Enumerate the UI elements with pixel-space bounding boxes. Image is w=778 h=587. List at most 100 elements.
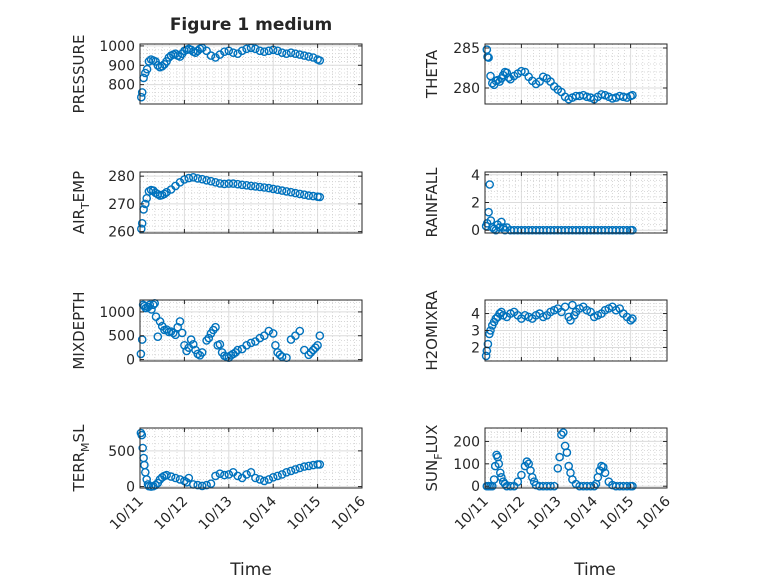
y-tick-label: 0 <box>126 353 135 369</box>
data-point <box>246 467 256 477</box>
data-point <box>481 351 491 361</box>
x-tick-label: 10/11 <box>107 494 147 534</box>
y-tick-label: 500 <box>108 329 135 345</box>
data-point <box>175 317 185 326</box>
data-point <box>233 471 242 481</box>
panel-sun-flux: 0 100 200 SUNFLUX 10/1110/1210/1310/1410/151… <box>423 425 674 534</box>
data-point <box>264 46 274 56</box>
data-point <box>188 172 198 182</box>
data-point <box>304 52 314 61</box>
data-point <box>251 473 260 483</box>
data-point <box>153 332 163 342</box>
data-point <box>246 338 256 348</box>
data-point <box>304 350 314 360</box>
data-point <box>264 183 274 193</box>
data-point <box>206 479 216 489</box>
data-point <box>197 348 207 357</box>
data-point <box>255 475 265 484</box>
y-tick-label: 280 <box>108 169 135 185</box>
data-point <box>224 470 234 479</box>
data-point <box>626 315 635 325</box>
x-tick-label: 10/14 <box>561 493 601 533</box>
data-point <box>184 473 194 483</box>
data-point <box>282 467 291 477</box>
data-point <box>242 180 251 190</box>
data-point <box>282 187 291 196</box>
y-tick-label: 285 <box>453 41 480 57</box>
data-point <box>166 472 176 481</box>
series-markers <box>136 43 325 102</box>
data-point <box>291 331 300 341</box>
data-point <box>233 345 242 355</box>
data-point <box>138 443 147 453</box>
data-point <box>286 48 296 58</box>
y-tick-label: 4 <box>471 307 480 323</box>
data-point <box>568 300 577 310</box>
data-point <box>628 314 637 323</box>
x-tick-label: 10/13 <box>196 494 236 534</box>
y-tick-label: 0 <box>126 480 135 496</box>
data-point <box>259 183 269 192</box>
data-point <box>291 465 300 474</box>
data-point <box>311 343 320 353</box>
data-point <box>188 339 198 349</box>
data-point <box>136 92 146 102</box>
data-point <box>255 46 265 56</box>
data-point <box>504 73 514 82</box>
data-point <box>228 179 238 188</box>
data-point <box>268 184 278 194</box>
data-point <box>597 90 606 99</box>
data-point <box>315 192 325 202</box>
data-point <box>485 180 495 189</box>
data-point <box>202 175 211 185</box>
data-point <box>193 174 202 183</box>
data-point <box>600 468 610 478</box>
data-point <box>264 326 274 336</box>
data-point <box>136 349 146 359</box>
y-tick-label: 3 <box>471 324 480 340</box>
data-point <box>136 224 146 234</box>
data-point <box>628 481 637 491</box>
panel-air-temp: 260 270 280 AIRTEMP <box>70 169 363 241</box>
data-point <box>546 481 555 491</box>
data-point <box>157 62 167 71</box>
data-point <box>140 301 149 311</box>
data-point <box>220 470 229 480</box>
data-point <box>315 460 325 469</box>
data-point <box>557 430 566 440</box>
data-point <box>155 317 165 326</box>
data-point <box>528 472 537 482</box>
data-point <box>628 225 637 235</box>
data-point <box>233 179 242 189</box>
data-point <box>608 94 617 103</box>
data-point <box>151 480 160 490</box>
data-point <box>137 88 147 97</box>
y-tick-label: 0 <box>471 223 480 239</box>
data-point <box>517 66 526 76</box>
data-point <box>202 480 211 490</box>
y-tick-label: 2 <box>471 340 480 356</box>
x-tick-label: 10/12 <box>151 494 191 534</box>
data-point <box>562 448 572 457</box>
data-point <box>599 462 608 472</box>
y-axis-label: AIRTEMP <box>70 171 92 234</box>
data-point <box>242 44 251 54</box>
data-point <box>628 90 637 100</box>
data-point <box>251 182 260 191</box>
y-axis-label: RAINFALL <box>423 167 441 238</box>
data-point <box>273 46 282 56</box>
data-point <box>171 473 180 483</box>
y-tick-label: 260 <box>108 225 135 241</box>
y-tick-label: 2 <box>471 196 480 212</box>
data-point <box>137 218 147 228</box>
panel-mixdepth: 0 500 1000 MIXDEPTH <box>70 291 363 370</box>
axes-box <box>139 299 363 362</box>
data-point <box>282 49 291 59</box>
data-point <box>242 470 251 479</box>
series-markers <box>481 300 637 361</box>
data-point <box>220 179 229 189</box>
data-point <box>286 466 296 476</box>
panel-h2omixra: 234 H2OMIXRA <box>423 290 668 371</box>
axes-box <box>139 43 363 105</box>
